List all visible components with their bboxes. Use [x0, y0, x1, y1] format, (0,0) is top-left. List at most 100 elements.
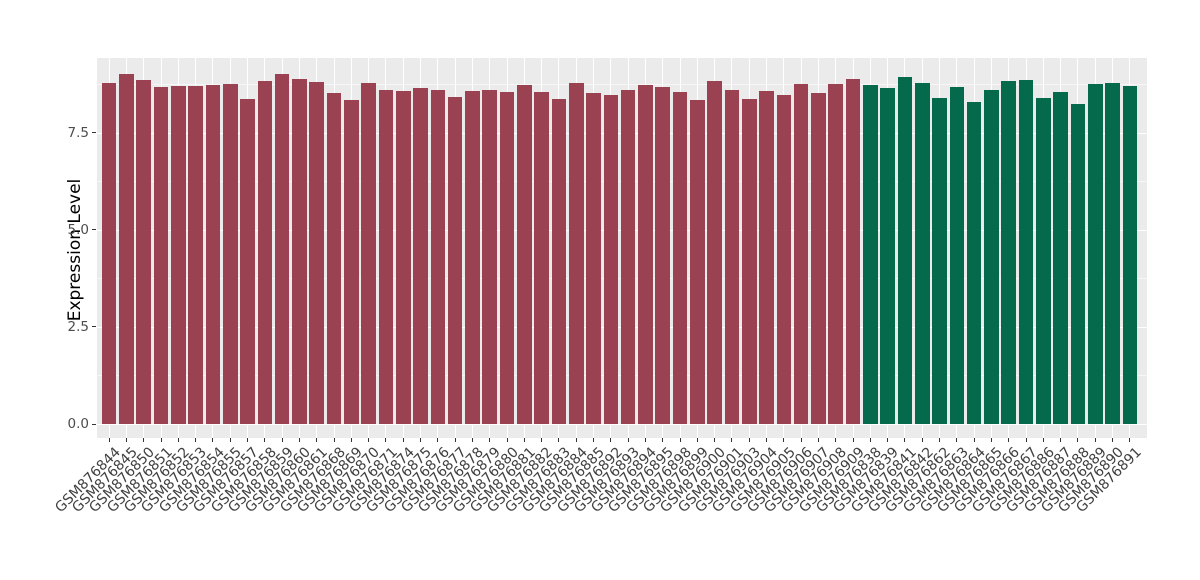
bar-GSM876887 [1053, 92, 1068, 424]
bar-GSM876855 [222, 84, 238, 424]
plot-panel [97, 58, 1147, 438]
bar-GSM876886 [1036, 98, 1051, 424]
y-tick-mark [92, 423, 96, 425]
x-tick-mark [1129, 438, 1131, 442]
x-tick-mark [523, 438, 525, 442]
x-tick-mark [990, 438, 992, 442]
x-tick-mark [956, 438, 958, 442]
bar-GSM876908 [828, 84, 844, 424]
bar-GSM876877 [447, 97, 463, 424]
x-tick-mark [1060, 438, 1062, 442]
bar-GSM876879 [482, 89, 498, 424]
x-tick-mark [800, 438, 802, 442]
x-tick-mark [644, 438, 646, 442]
y-tick-label: 0.0 [67, 416, 89, 432]
bar-GSM876864 [966, 101, 982, 424]
x-tick-mark [506, 438, 508, 442]
bar-GSM876889 [1087, 84, 1103, 424]
bar-GSM876845 [119, 73, 134, 424]
y-tick-label: 5.0 [67, 221, 89, 238]
bar-GSM876880 [499, 92, 515, 424]
bar-GSM876900 [707, 81, 722, 424]
bar-GSM876875 [413, 88, 428, 424]
bar-GSM876888 [1070, 104, 1086, 424]
bar-GSM876852 [171, 86, 186, 424]
x-tick-mark [281, 438, 283, 442]
y-tick-mark [92, 326, 96, 328]
x-tick-mark [627, 438, 629, 442]
x-tick-mark [610, 438, 612, 442]
bar-GSM876854 [205, 85, 221, 424]
x-tick-mark [108, 438, 110, 442]
x-tick-mark [350, 438, 352, 442]
x-tick-mark [402, 438, 404, 442]
bar-GSM876838 [863, 85, 878, 424]
bar-GSM876881 [517, 84, 532, 424]
bar-GSM876884 [568, 82, 584, 424]
x-tick-mark [1112, 438, 1114, 442]
bar-GSM876865 [984, 90, 999, 424]
x-tick-mark [471, 438, 473, 442]
bar-GSM876844 [101, 83, 117, 424]
bar-GSM876899 [690, 100, 705, 424]
x-tick-mark [1042, 438, 1044, 442]
x-tick-mark [921, 438, 923, 442]
bar-GSM876874 [395, 91, 411, 424]
x-tick-mark [593, 438, 595, 442]
x-tick-mark [247, 438, 249, 442]
bar-GSM876851 [153, 87, 169, 424]
bar-GSM876883 [551, 98, 567, 424]
x-tick-mark [748, 438, 750, 442]
bar-GSM876909 [845, 79, 861, 424]
bar-GSM876898 [672, 91, 688, 424]
x-tick-mark [1008, 438, 1010, 442]
bar-GSM876907 [811, 92, 826, 424]
y-tick-label: 2.5 [67, 318, 89, 335]
bar-GSM876903 [741, 98, 757, 424]
x-tick-mark [420, 438, 422, 442]
bar-GSM876890 [1105, 82, 1120, 424]
x-tick-mark [125, 438, 127, 442]
bar-GSM876869 [344, 100, 359, 424]
bar-GSM876892 [603, 94, 619, 424]
x-tick-mark [1094, 438, 1096, 442]
x-tick-mark [177, 438, 179, 442]
y-tick-mark [92, 132, 96, 134]
x-tick-mark [195, 438, 197, 442]
bar-GSM876882 [534, 91, 549, 424]
x-tick-mark [973, 438, 975, 442]
x-tick-mark [939, 438, 941, 442]
x-tick-mark [696, 438, 698, 442]
x-tick-mark [904, 438, 906, 442]
bar-GSM876885 [586, 93, 601, 424]
x-tick-mark [835, 438, 837, 442]
x-tick-mark [316, 438, 318, 442]
x-tick-mark [731, 438, 733, 442]
bar-GSM876906 [793, 84, 809, 424]
x-tick-mark [1077, 438, 1079, 442]
bar-GSM876839 [880, 87, 895, 424]
bar-GSM876893 [620, 89, 636, 424]
bar-GSM876891 [1122, 86, 1138, 424]
bar-GSM876905 [776, 94, 792, 424]
x-tick-mark [368, 438, 370, 442]
bar-GSM876876 [430, 90, 446, 424]
y-tick-mark [92, 229, 96, 231]
x-tick-mark [489, 438, 491, 442]
minor-gridline [97, 84, 1147, 86]
bar-GSM876861 [309, 81, 325, 424]
bar-GSM876858 [257, 81, 273, 424]
bar-GSM876859 [274, 73, 290, 424]
bar-GSM876853 [188, 86, 203, 424]
bar-GSM876901 [724, 89, 740, 424]
x-tick-mark [160, 438, 162, 442]
major-gridline [97, 424, 1147, 425]
bar-GSM876862 [932, 98, 947, 424]
bar-GSM876857 [240, 98, 255, 424]
bar-GSM876860 [292, 79, 307, 424]
bar-GSM876867 [1018, 80, 1034, 424]
bar-GSM876866 [1001, 80, 1017, 424]
x-tick-mark [852, 438, 854, 442]
x-tick-mark [887, 438, 889, 442]
